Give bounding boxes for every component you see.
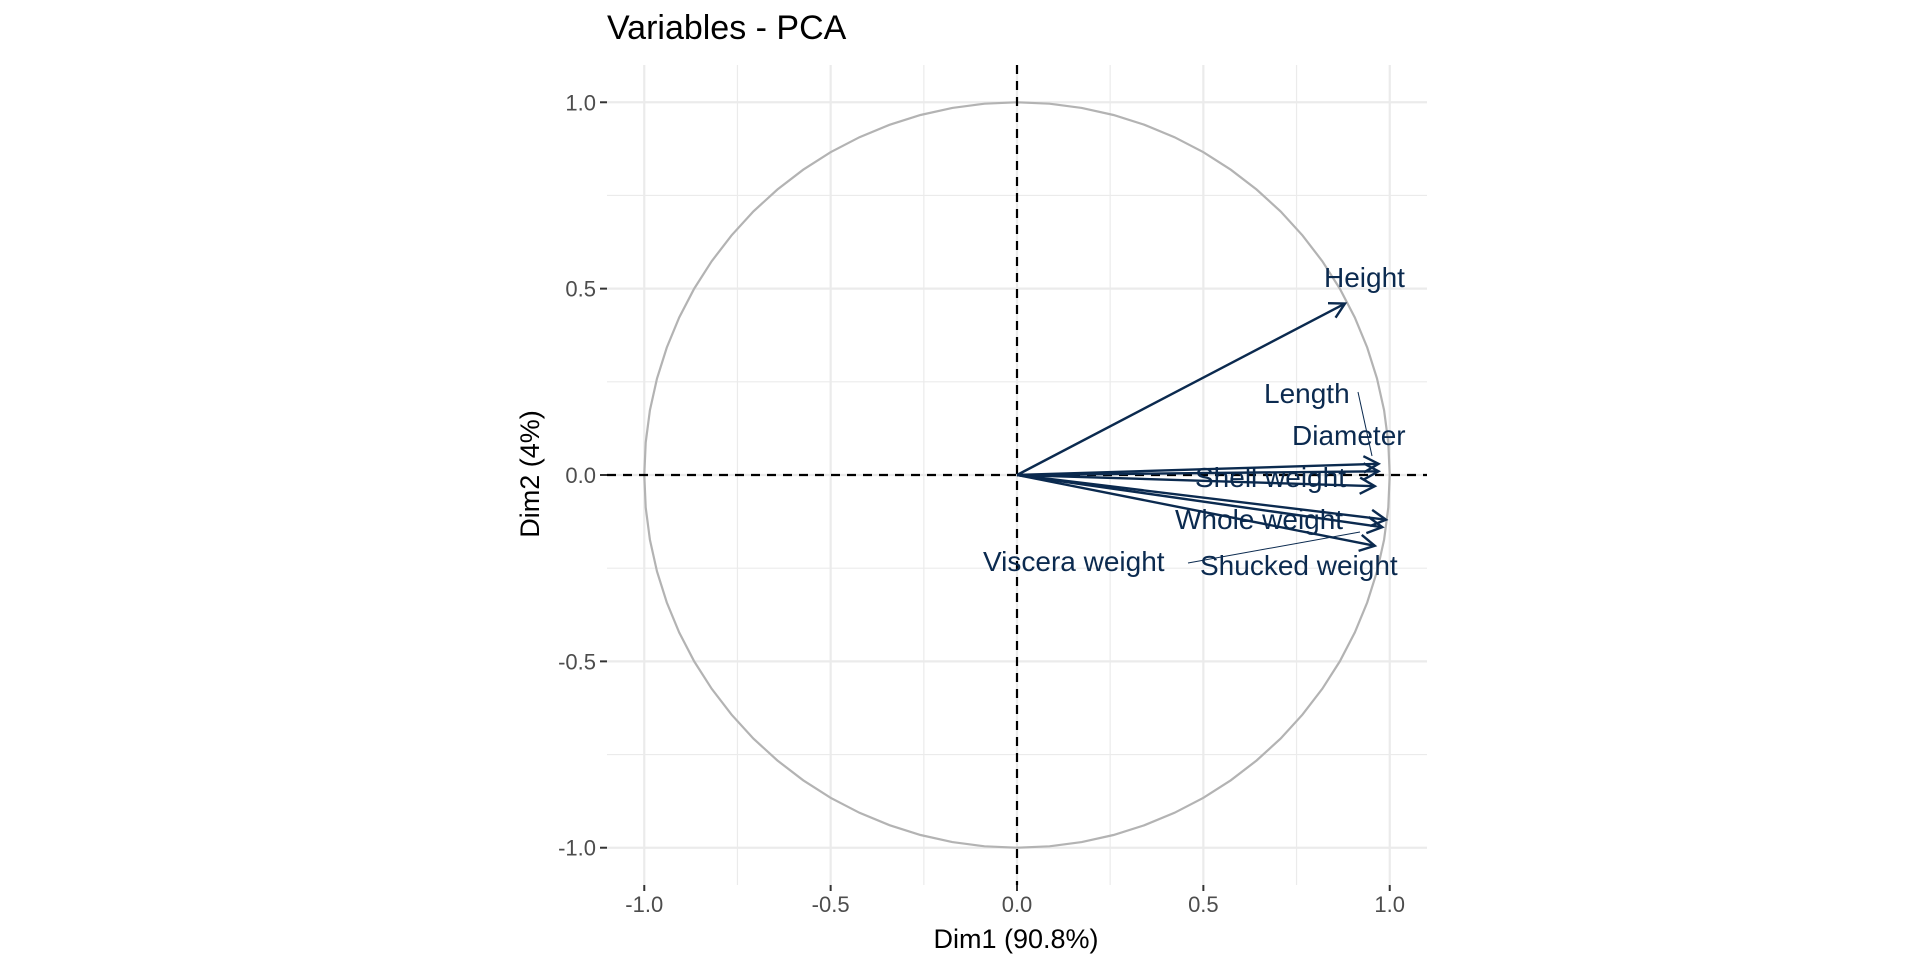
y-tick-label: 1.0: [565, 90, 596, 115]
variable-arrows: [1016, 302, 1389, 553]
arrow-diameter: [1016, 462, 1382, 481]
label-height: Height: [1324, 262, 1405, 293]
y-tick-label: -1.0: [558, 836, 596, 861]
label-viscera-weight: Viscera weight: [983, 546, 1165, 577]
leader-line-viscera-weight: [1187, 531, 1361, 564]
arrow-head-diameter: [1362, 462, 1382, 481]
x-axis-title: Dim1 (90.8%): [933, 924, 1098, 954]
arrow-head-length: [1362, 455, 1382, 474]
arrow-head-viscera-weight: [1365, 516, 1385, 535]
reference-lines: [607, 65, 1427, 885]
variable-labels: Height Length Diameter Shell weight Whole we…: [983, 262, 1406, 581]
label-shucked-weight: Shucked weight: [1200, 550, 1398, 581]
arrow-shell-weight: [1016, 473, 1378, 495]
label-whole-weight: Whole weight: [1175, 504, 1343, 535]
label-diameter: Diameter: [1292, 420, 1406, 451]
arrow-head-height: [1327, 302, 1348, 319]
arrow-viscera-weight: [1016, 473, 1385, 535]
arrow-shaft-length: [1016, 462, 1379, 477]
arrow-shaft-shell-weight: [1016, 473, 1375, 488]
leader-line-length: [1357, 391, 1373, 457]
label-length: Length: [1264, 378, 1350, 409]
arrow-head-whole-weight: [1369, 508, 1389, 528]
y-tick-label: 0.5: [565, 277, 596, 302]
y-axis-title: Dim2 (4%): [515, 410, 545, 538]
x-tick-label: 0.5: [1188, 892, 1219, 917]
label-shell-weight: Shell weight: [1195, 462, 1346, 493]
x-tick-label: -1.0: [625, 892, 663, 917]
arrow-shaft-shucked-weight: [1016, 473, 1376, 547]
arrow-shaft-height: [1016, 302, 1346, 477]
arrow-shaft-whole-weight: [1016, 473, 1387, 521]
x-tick-label: 1.0: [1374, 892, 1405, 917]
arrow-shaft-diameter: [1016, 470, 1379, 477]
arrow-whole-weight: [1016, 473, 1389, 528]
chart-title: Variables - PCA: [607, 9, 847, 47]
arrow-length: [1016, 455, 1382, 477]
y-tick-label: -0.5: [558, 649, 596, 674]
y-tick-label: 0.0: [565, 463, 596, 488]
arrow-head-shell-weight: [1359, 476, 1378, 495]
arrow-shaft-viscera-weight: [1016, 473, 1383, 529]
axis-ticks: -1.0 -0.5 0.0 0.5 1.0 -1.0 -0.5 0.0 0.5 1.0: [558, 90, 1405, 917]
arrow-height: [1016, 302, 1348, 477]
arrow-head-shucked-weight: [1358, 534, 1378, 553]
x-tick-label: 0.0: [1002, 892, 1033, 917]
arrow-shucked-weight: [1016, 473, 1378, 553]
x-tick-label: -0.5: [812, 892, 850, 917]
